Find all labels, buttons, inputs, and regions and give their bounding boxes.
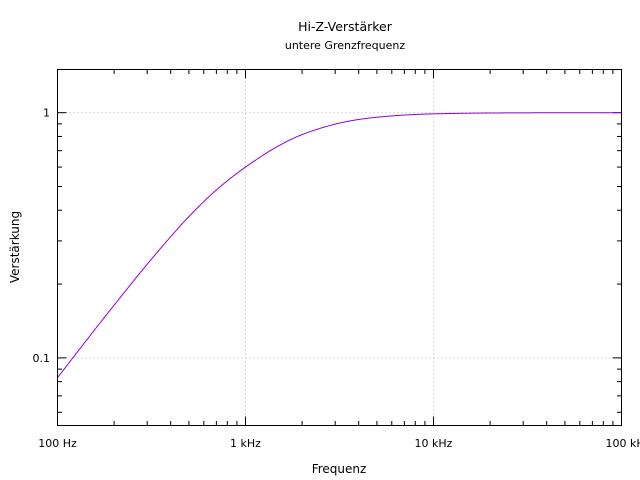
axis-ticks	[57, 69, 622, 426]
chart-subtitle: untere Grenzfrequenz	[285, 39, 406, 52]
series-lines	[57, 112, 622, 379]
y-axis-label: Verstärkung	[8, 211, 22, 283]
x-tick-label: 10 kHz	[415, 437, 453, 450]
tick-labels: 100 Hz 1 kHz 10 kHz 100 kHz 0.1 1	[33, 107, 640, 450]
x-axis-label: Frequenz	[312, 462, 367, 476]
x-tick-label: 100 Hz	[38, 437, 77, 450]
x-tick-label: 100 kHz	[606, 437, 640, 450]
plot-frame	[57, 69, 622, 426]
x-tick-label: 1 kHz	[230, 437, 261, 450]
y-tick-label: 1	[43, 107, 50, 120]
series-line	[57, 112, 622, 379]
y-tick-label: 0.1	[33, 352, 51, 365]
chart-title: Hi-Z-Verstärker	[298, 19, 393, 34]
grid	[57, 69, 622, 426]
